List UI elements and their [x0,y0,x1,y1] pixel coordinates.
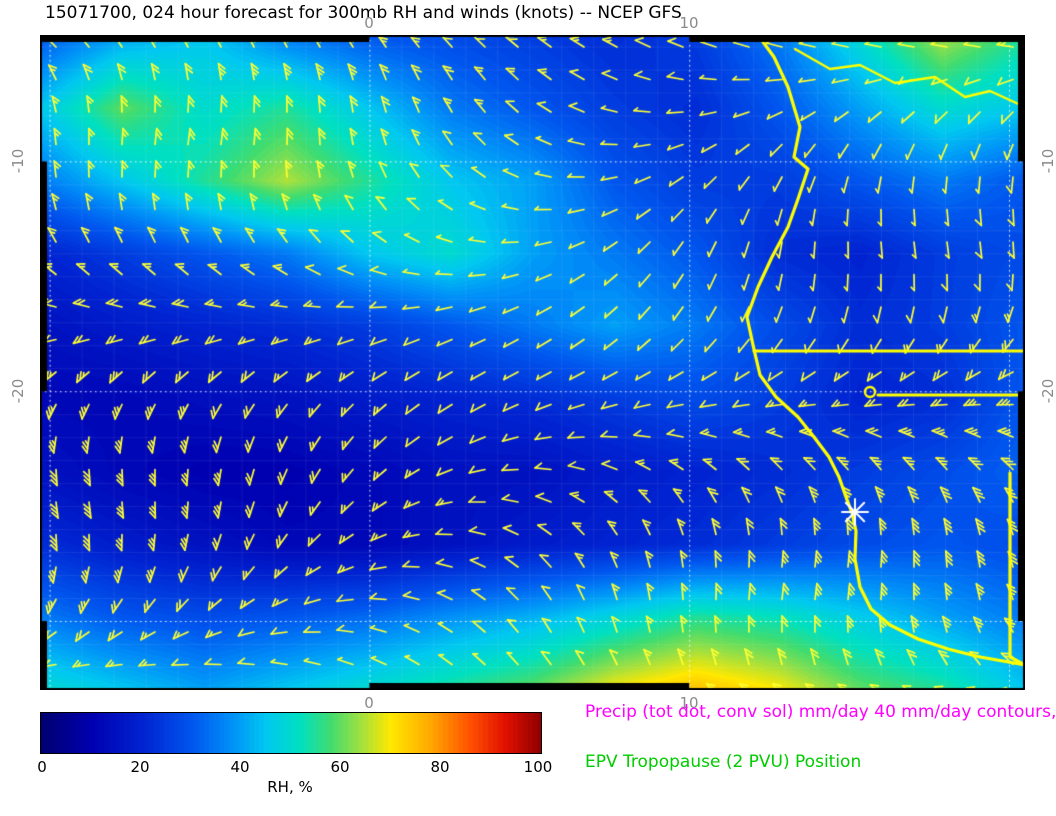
x-tick-bottom-10: 10 [679,694,699,712]
x-tick-top-10: 10 [679,14,699,32]
colorbar-tick: 40 [230,758,250,776]
colorbar-tick: 100 [523,758,553,776]
colorbar-gradient-canvas [40,712,542,754]
colorbar-label: RH, % [267,778,313,796]
y-tick-left-20: -20 [9,378,27,404]
x-tick-bottom-0: 0 [364,694,374,712]
legend-precip-label: Precip (tot dot, conv sol) mm/day 40 mm/… [585,702,1056,722]
rh-wind-map-canvas [40,35,1025,690]
colorbar-tick: 20 [130,758,150,776]
y-tick-right-10: -10 [1039,148,1056,174]
chart-title: 15071700, 024 hour forecast for 300mb RH… [45,3,682,23]
x-tick-top-0: 0 [364,14,374,32]
colorbar-tick: 0 [37,758,47,776]
colorbar: 0 20 40 60 80 100 RH, % [37,712,552,802]
colorbar-tick: 60 [330,758,350,776]
y-tick-right-20: -20 [1039,378,1056,404]
colorbar-tick: 80 [430,758,450,776]
legend-epv-label: EPV Tropopause (2 PVU) Position [585,752,862,772]
map-plot: 0 10 0 10 -10 -20 -10 -20 [9,14,1056,712]
y-tick-left-10: -10 [9,148,27,174]
